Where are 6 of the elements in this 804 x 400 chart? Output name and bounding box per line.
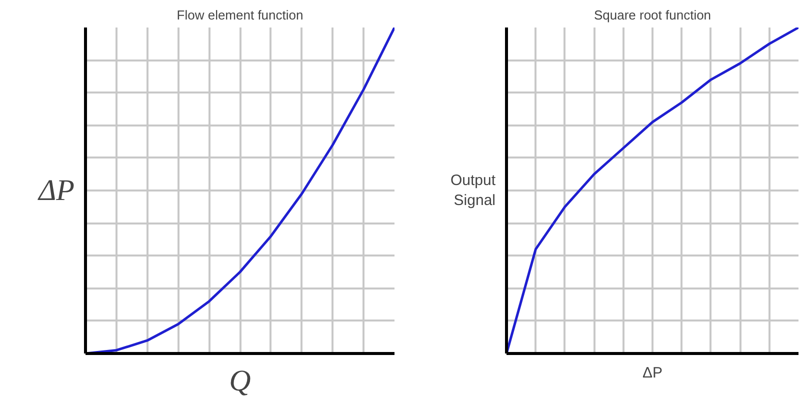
x-axis-title: Q	[229, 364, 252, 398]
chart-title: Square root function	[594, 8, 712, 22]
x-axis-title: ΔP	[642, 364, 663, 382]
chart-title: Flow element function	[176, 8, 304, 22]
y-axis-title: Output Signal	[450, 172, 496, 210]
y-axis-title: ΔP	[38, 174, 75, 207]
